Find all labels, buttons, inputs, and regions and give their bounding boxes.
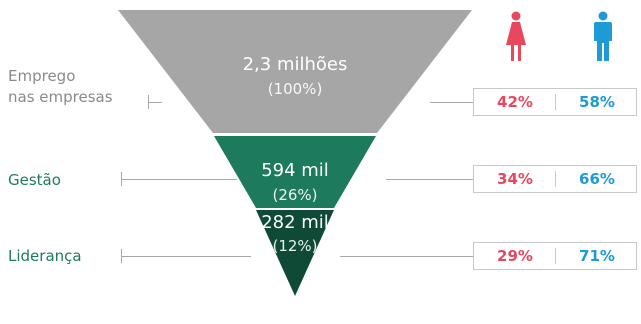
funnel-tier-top — [118, 10, 472, 133]
pct-divider — [555, 94, 556, 110]
tier-top-pct: (100%) — [267, 80, 323, 98]
breakdown-gestao: 34% 66% — [473, 165, 637, 193]
connector-line-left-gestao — [121, 179, 237, 180]
funnel-tier-bottom — [256, 210, 334, 296]
pct-male-gestao: 66% — [579, 170, 615, 188]
funnel-tier-middle — [214, 136, 376, 208]
tier-bottom-pct: (12%) — [272, 237, 318, 255]
pct-divider — [555, 248, 556, 264]
tier-middle-pct: (26%) — [272, 186, 318, 204]
pct-female-lideranca: 29% — [497, 247, 533, 265]
female-figure-icon — [506, 11, 526, 61]
label-emprego-line1: Emprego — [8, 67, 76, 85]
breakdown-lideranca: 29% 71% — [473, 242, 637, 270]
label-emprego: Emprego nas empresas — [8, 66, 113, 108]
pct-male-emprego: 58% — [579, 93, 615, 111]
connector-line-right-gestao — [386, 179, 473, 180]
tier-top-value: 2,3 milhões — [242, 54, 348, 75]
connector-line-right-emprego — [430, 102, 473, 103]
connector-line-left-lideranca — [121, 256, 251, 257]
label-emprego-line2: nas empresas — [8, 88, 113, 106]
pct-divider — [555, 171, 556, 187]
breakdown-emprego: 42% 58% — [473, 88, 637, 116]
tier-bottom-value: 282 mil — [261, 212, 329, 233]
tier-middle-value: 594 mil — [261, 160, 329, 181]
pct-male-lideranca: 71% — [579, 247, 615, 265]
male-figure-icon — [594, 11, 612, 61]
connector-line-right-lideranca — [340, 256, 473, 257]
connector-line-left-emprego — [148, 102, 162, 103]
pct-female-gestao: 34% — [497, 170, 533, 188]
label-lideranca: Liderança — [8, 247, 82, 265]
label-gestao: Gestão — [8, 171, 61, 189]
pct-female-emprego: 42% — [497, 93, 533, 111]
